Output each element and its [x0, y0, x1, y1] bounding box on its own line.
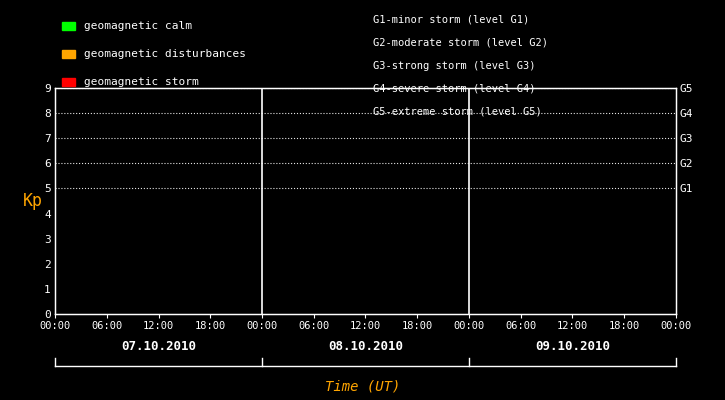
Text: G1-minor storm (level G1): G1-minor storm (level G1) [373, 15, 530, 25]
Text: G5-extreme storm (level G5): G5-extreme storm (level G5) [373, 106, 542, 116]
Text: geomagnetic storm: geomagnetic storm [84, 77, 199, 87]
Text: G3-strong storm (level G3): G3-strong storm (level G3) [373, 61, 536, 70]
Text: Time (UT): Time (UT) [325, 380, 400, 394]
Text: geomagnetic calm: geomagnetic calm [84, 21, 192, 31]
Y-axis label: Kp: Kp [23, 192, 43, 210]
Text: geomagnetic disturbances: geomagnetic disturbances [84, 49, 246, 59]
Text: G4-severe storm (level G4): G4-severe storm (level G4) [373, 83, 536, 93]
Text: 08.10.2010: 08.10.2010 [328, 340, 403, 352]
Text: G2-moderate storm (level G2): G2-moderate storm (level G2) [373, 38, 548, 48]
Text: 07.10.2010: 07.10.2010 [121, 340, 196, 352]
Text: 09.10.2010: 09.10.2010 [535, 340, 610, 352]
